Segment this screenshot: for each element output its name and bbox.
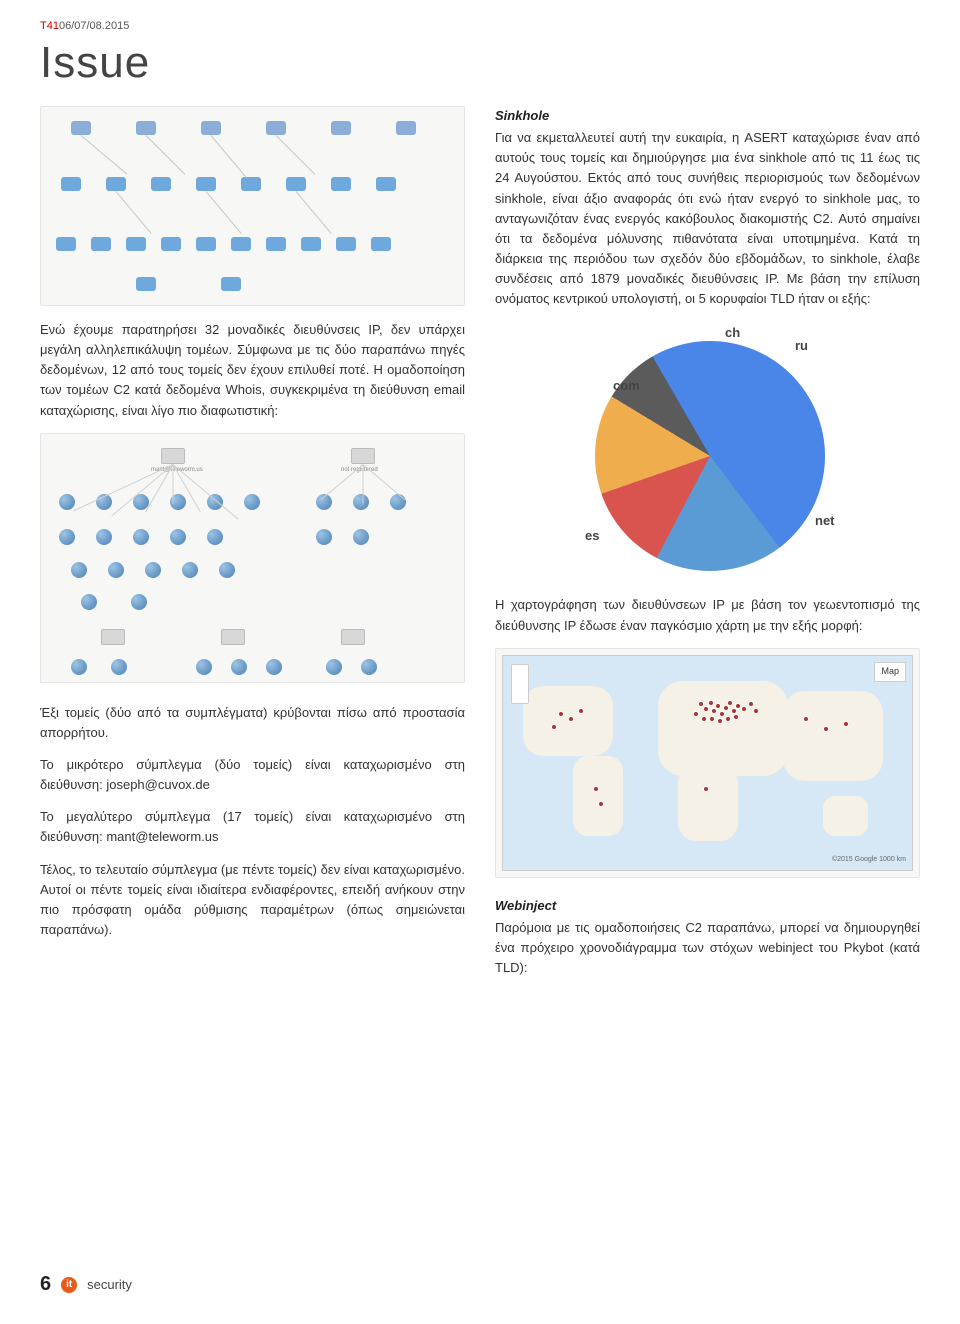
- pie-label-ch: ch: [725, 323, 740, 343]
- right-para-1: Για να εκμεταλλευτεί αυτή την ευκαιρία, …: [495, 128, 920, 309]
- map-zoom-control[interactable]: [511, 664, 529, 704]
- issue-code: T41: [40, 20, 59, 32]
- left-para-4: Το μεγαλύτερο σύμπλεγμα (17 τομείς) είνα…: [40, 807, 465, 847]
- brand-text: security: [87, 1277, 132, 1292]
- figure-tree-2: mant@teleworm.us not registered: [40, 433, 465, 683]
- map-attribution: ©2015 Google 1000 km: [832, 855, 906, 866]
- page-footer: 6 it security: [40, 1273, 132, 1296]
- subhead-webinject: Webinject: [495, 896, 920, 916]
- page-number: 6: [40, 1273, 51, 1296]
- right-column: Sinkhole Για να εκμεταλλευτεί αυτή την ε…: [495, 106, 920, 990]
- figure-pie-chart: ch ru com es net: [495, 321, 920, 581]
- map-control-map[interactable]: Map: [874, 662, 906, 682]
- figure-tree-1: [40, 106, 465, 306]
- pie-label-net: net: [815, 511, 835, 531]
- left-para-1: Ενώ έχουμε παρατηρήσει 32 μοναδικές διευ…: [40, 320, 465, 421]
- right-para-3: Παρόμοια με τις ομαδοποιήσεις C2 παραπάν…: [495, 918, 920, 978]
- pie-label-ru: ru: [795, 336, 808, 356]
- date-text: 06/07/08.2015: [59, 20, 129, 32]
- left-para-3: Το μικρότερο σύμπλεγμα (δύο τομείς) είνα…: [40, 755, 465, 795]
- left-para-2: Έξι τομείς (δύο από τα συμπλέγματα) κρύβ…: [40, 703, 465, 743]
- page-title: Issue: [40, 38, 920, 88]
- left-column: Ενώ έχουμε παρατηρήσει 32 μοναδικές διευ…: [40, 106, 465, 990]
- left-para-5: Τέλος, το τελευταίο σύμπλεγμα (με πέντε …: [40, 860, 465, 941]
- right-para-2: Η χαρτογράφηση των διευθύνσεων IP με βάσ…: [495, 595, 920, 635]
- logo-icon: it: [61, 1277, 77, 1293]
- figure-world-map: Map ©2015 Google 1000 km: [495, 648, 920, 878]
- pie-label-com: com: [613, 376, 640, 396]
- pie-label-es: es: [585, 526, 599, 546]
- header-date: T4106/07/08.2015: [40, 20, 920, 32]
- subhead-sinkhole: Sinkhole: [495, 106, 920, 126]
